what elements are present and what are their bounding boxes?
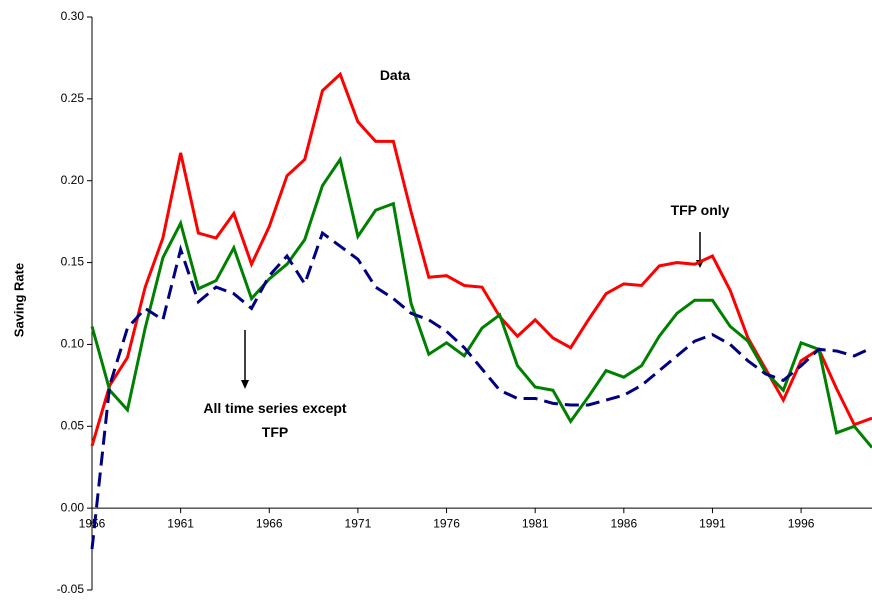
x-tick-label: 1976: [433, 516, 460, 530]
x-tick-label: 1986: [610, 516, 637, 530]
y-tick-label: 0.25: [61, 91, 85, 105]
y-tick-label: 0.05: [61, 418, 85, 432]
x-tick-label: 1971: [345, 516, 372, 530]
y-tick-label: 0.15: [61, 255, 85, 269]
series-line: [90, 155, 872, 449]
y-tick-label: 0.00: [61, 500, 85, 514]
annotation: TFP only: [670, 202, 730, 218]
series-line: [90, 71, 872, 447]
y-tick-label: -0.05: [57, 582, 85, 596]
arrowhead: [241, 380, 249, 389]
x-tick-label: 1956: [79, 516, 106, 530]
annotation: Data: [379, 67, 411, 83]
y-tick-label: 0.10: [61, 337, 85, 351]
y-tick-label: 0.20: [61, 173, 85, 187]
series-line: [90, 230, 872, 550]
y-tick-label: 0.30: [61, 9, 85, 23]
y-axis-label: Saving Rate: [11, 263, 26, 337]
x-tick-label: 1961: [167, 516, 194, 530]
x-tick-label: 1966: [256, 516, 283, 530]
annotation: All time series except TFP: [203, 400, 347, 440]
x-tick-label: 1996: [788, 516, 815, 530]
x-tick-label: 1991: [699, 516, 726, 530]
x-tick-label: 1981: [522, 516, 549, 530]
